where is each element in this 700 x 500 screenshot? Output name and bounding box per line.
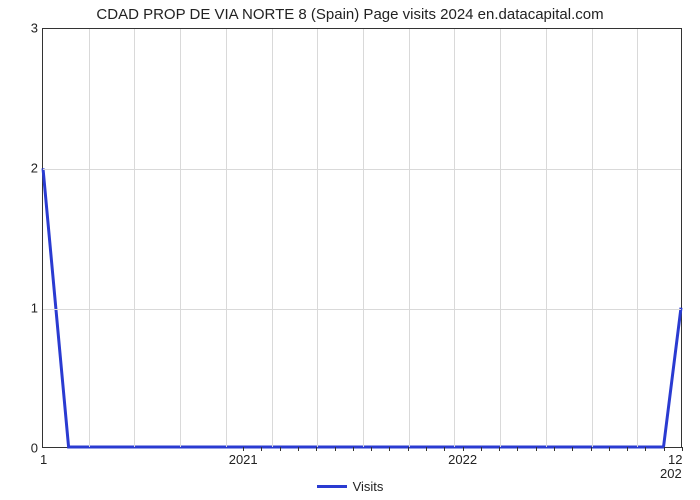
x-minor-tick [682,447,683,451]
x-minor-tick [481,447,482,451]
x-minor-tick [335,447,336,451]
vgrid-line [317,29,318,447]
x-minor-tick [371,447,372,451]
x-minor-tick [609,447,610,451]
vgrid-line [637,29,638,447]
x-minor-tick [261,447,262,451]
x-tick-label: 2022 [448,452,477,467]
x-left-edge-label: 1 [40,452,47,467]
x-minor-tick [627,447,628,451]
x-minor-tick [426,447,427,451]
hgrid-line [43,309,681,310]
x-minor-tick [517,447,518,451]
vgrid-line [226,29,227,447]
x-minor-tick [316,447,317,451]
legend: Visits [0,478,700,494]
y-tick-label: 3 [8,21,38,36]
x-minor-tick [554,447,555,451]
vgrid-line [89,29,90,447]
x-minor-tick [353,447,354,451]
chart-title: CDAD PROP DE VIA NORTE 8 (Spain) Page vi… [0,6,700,23]
hgrid-line [43,169,681,170]
y-tick-label: 1 [8,301,38,316]
legend-swatch [317,485,347,488]
x-minor-tick [499,447,500,451]
y-tick-label: 0 [8,441,38,456]
vgrid-line [180,29,181,447]
x-minor-tick [389,447,390,451]
x-minor-tick [444,447,445,451]
vgrid-line [134,29,135,447]
vgrid-line [592,29,593,447]
plot-area [42,28,682,448]
x-minor-tick [243,447,244,451]
x-minor-tick [298,447,299,451]
x-minor-tick [664,447,665,451]
vgrid-line [454,29,455,447]
vgrid-line [500,29,501,447]
x-minor-tick [408,447,409,451]
x-minor-tick [591,447,592,451]
x-tick-label: 2021 [229,452,258,467]
legend-label: Visits [353,479,384,494]
x-minor-tick [645,447,646,451]
x-right-edge-label-1: 12 [668,452,682,467]
vgrid-line [363,29,364,447]
x-minor-tick [280,447,281,451]
y-tick-label: 2 [8,161,38,176]
x-minor-tick [572,447,573,451]
vgrid-line [409,29,410,447]
line-series-visits [43,29,681,447]
x-minor-tick [463,447,464,451]
vgrid-line [272,29,273,447]
x-minor-tick [536,447,537,451]
vgrid-line [546,29,547,447]
